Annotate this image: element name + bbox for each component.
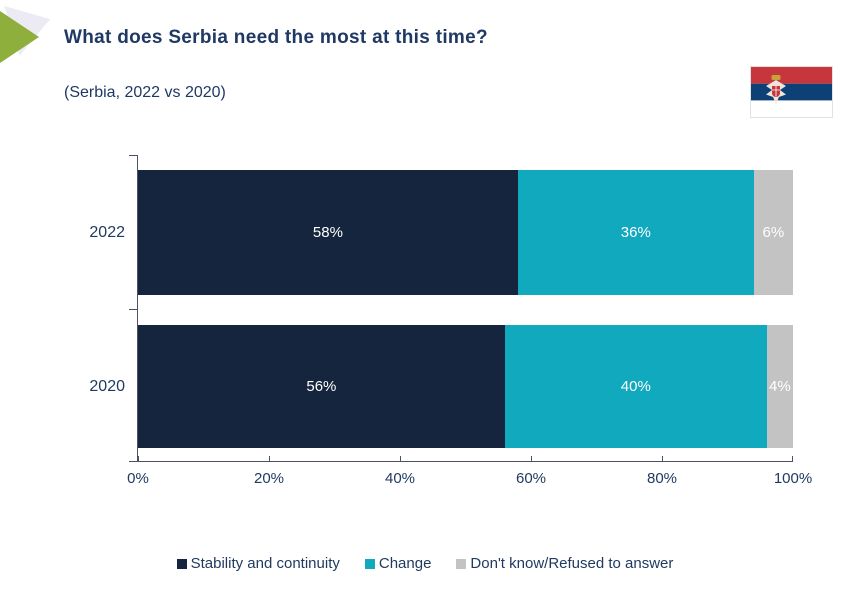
x-axis-tick [662, 456, 663, 461]
legend-item: Stability and continuity [176, 555, 340, 572]
crown-shape [771, 75, 781, 80]
serbia-coat-of-arms-icon [766, 75, 786, 104]
serbia-flag-icon [750, 66, 833, 118]
chart-rows: 2022 58% 36% 6% 2020 56% 40% 4% [89, 170, 793, 448]
legend-swatch [176, 558, 187, 569]
flag-red-stripe [751, 67, 832, 84]
data-label: 36% [620, 224, 651, 241]
data-label: 58% [312, 224, 343, 241]
data-label: 56% [306, 378, 337, 395]
legend-label: Stability and continuity [190, 555, 340, 572]
legend-item: Change [364, 555, 432, 572]
chart-legend: Stability and continuity Change Don't know… [0, 555, 850, 572]
x-axis-tick-label: 0% [127, 470, 149, 487]
legend-item: Don't know/Refused to answer [456, 555, 673, 572]
category-label: 2020 [89, 377, 125, 395]
page-title: What does Serbia need the most at this t… [64, 27, 488, 48]
green-arrow-icon [0, 11, 39, 63]
x-axis-tick-label: 80% [646, 470, 678, 487]
bar-segment: 36% [517, 170, 754, 295]
legend-label: Don't know/Refused to answer [470, 555, 674, 572]
x-axis-tick [400, 456, 401, 461]
data-label: 6% [762, 224, 785, 241]
category-label: 2022 [89, 223, 125, 241]
x-axis-tick [792, 456, 793, 461]
stacked-bar: 56% 40% 4% [138, 325, 793, 448]
data-label: 40% [620, 378, 651, 395]
x-axis-tick-label: 40% [384, 470, 416, 487]
bar-segment: 56% [138, 325, 505, 448]
legend-label: Change [378, 555, 432, 572]
chart-row: 2022 58% 36% 6% [89, 170, 793, 295]
y-axis-tick [129, 155, 138, 156]
data-label: 4% [769, 378, 791, 395]
x-axis-line [129, 461, 793, 462]
x-axis-tick [531, 456, 532, 461]
x-axis-tick [138, 456, 139, 461]
x-axis-tick-label: 20% [253, 470, 285, 487]
y-axis-tick [129, 308, 138, 310]
stacked-bar: 58% 36% 6% [138, 170, 793, 295]
flag-blue-stripe [751, 83, 832, 101]
legend-swatch [364, 558, 375, 569]
legend-swatch [456, 558, 467, 569]
bar-segment: 4% [766, 325, 793, 448]
bar-segment: 40% [504, 325, 767, 448]
stacked-bar-chart: 2022 58% 36% 6% 2020 56% 40% 4% 0% 20% 40% 60% 80% 1… [89, 155, 812, 487]
bar-segment: 6% [753, 170, 793, 295]
chart-row: 2020 56% 40% 4% [89, 325, 793, 448]
shield-cross-shape [772, 86, 780, 97]
bar-segment: 58% [138, 170, 518, 295]
x-axis-tick-label: 60% [515, 470, 547, 487]
x-axis-tick [269, 456, 270, 461]
x-axis-tick-label: 100% [773, 470, 813, 487]
page-subtitle: (Serbia, 2022 vs 2020) [64, 84, 226, 101]
